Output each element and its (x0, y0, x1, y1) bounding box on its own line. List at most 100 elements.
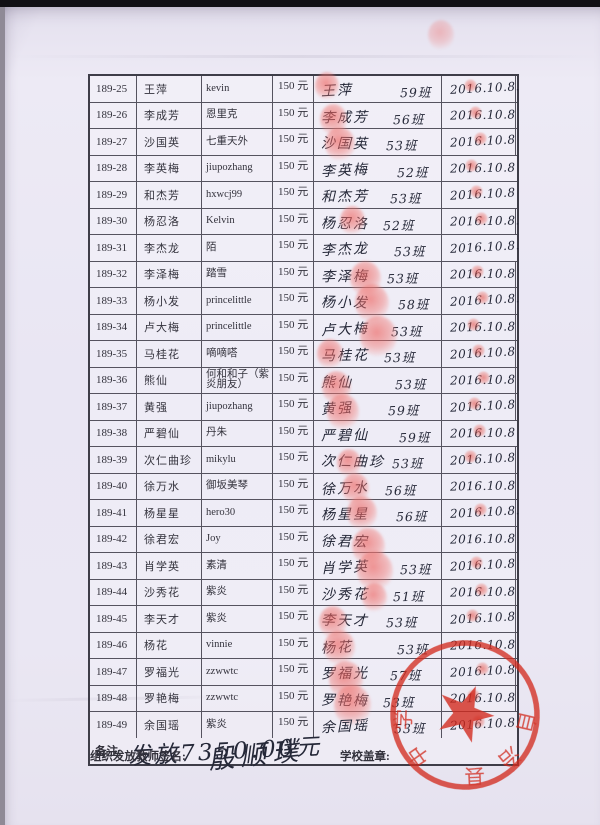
member-id-cell: 189-36 (90, 367, 137, 393)
table-row: 189-36 熊仙 何和和子（紫炎朋友） 150 元熊仙 53班 2016.10.8 (90, 367, 517, 404)
handwritten-date: 2016.10.8 (449, 318, 516, 335)
table-row: 189-42 徐君宏 Joy 150 元徐君宏 2016.10.8 (90, 526, 517, 565)
member-name-cell: 黄强 (137, 394, 202, 420)
remark-label: 备注: (95, 745, 122, 758)
handwritten-class: 53班 (385, 614, 418, 631)
date-cell: 2016.10.8 (442, 314, 516, 340)
handwritten-class: 59班 (399, 84, 432, 101)
signature-cell: 肖学英 53班 (314, 553, 442, 579)
member-name-cell: 李英梅 (137, 155, 202, 181)
handwritten-class: 56班 (384, 482, 417, 498)
seal-star-icon: ★ (423, 666, 507, 762)
handwritten-signature: 沙秀花 (320, 586, 370, 603)
handwritten-class: 52班 (382, 217, 415, 233)
handwritten-class: 53班 (394, 376, 427, 392)
handwritten-signature: 徐君宏 (320, 533, 370, 550)
handwritten-date: 2016.10.8 (449, 477, 516, 494)
handwritten-class: 59班 (398, 429, 431, 445)
table-row: 189-31 李杰龙陌 150 元李杰龙 53班 2016.10.8. (90, 235, 520, 262)
handwritten-date: 2016.10.8 (449, 185, 516, 203)
nickname-cell: 何和和子（紫炎朋友） (202, 367, 273, 393)
school-seal-label: 学校盖章: (340, 751, 390, 763)
paper (4, 7, 600, 825)
school-seal-stamp: 自治县 中学 ★ (383, 640, 554, 806)
handwritten-signature: 沙国英 (320, 135, 370, 153)
amount-cell: 150 元 (273, 447, 314, 473)
table-row: 189-37 黄强 jiupozhang 150 元黄强 59班 2016.10.8 (90, 394, 517, 430)
nickname-cell: jiupozhang (202, 394, 273, 420)
handwritten-signature: 杨星星 (320, 506, 370, 524)
handwritten-date: 2016.10.8 (449, 530, 516, 547)
scan-edge (0, 0, 600, 7)
nickname-cell: 七重天外 (202, 129, 273, 155)
handwritten-signature: 余国瑶 (320, 717, 370, 737)
member-name-cell: 徐万水 (137, 473, 202, 499)
amount-cell: 150 元 (273, 500, 314, 526)
amount-cell: 150 元 (273, 314, 314, 340)
signature-cell: 杨忍洛 52班 (314, 208, 442, 234)
member-id-cell: 189-32 (90, 261, 137, 287)
handwritten-date: 2016.10.8 (449, 583, 516, 600)
member-name-cell: 肖学英 (137, 553, 202, 579)
date-cell: 2016.10.8. (442, 76, 520, 102)
member-name-cell: 杨忍洛 (137, 208, 202, 234)
handwritten-date: 2016.10.8 (449, 556, 516, 574)
handwritten-signature: 熊仙 (320, 374, 354, 391)
signature-cell: 沙国英 53班 (314, 129, 442, 155)
member-id-cell: 189-29 (90, 182, 137, 208)
handwritten-class: 53班 (389, 190, 422, 207)
member-name-cell: 余国瑶 (137, 712, 202, 738)
member-name-cell: 杨星星 (137, 500, 202, 526)
handwritten-class: 56班 (395, 508, 428, 525)
handwritten-date: 2016.10.8 (449, 450, 516, 468)
nickname-cell: hero30 (202, 500, 273, 526)
handwritten-class: 53班 (391, 455, 424, 472)
amount-cell: 150 元 (273, 473, 314, 499)
date-cell: 2016.10.8 (442, 447, 516, 473)
handwritten-signature: 卢大梅 (320, 320, 370, 339)
nickname-cell: 陌 (202, 235, 273, 261)
table-row: 189-34 卢大梅 princelittle 150 元卢大梅 53班 2016.10.… (90, 314, 517, 357)
table-row: 189-39 次仁曲珍 mikylu 150 元次仁曲珍 53班 2016.10.8 (90, 447, 517, 477)
amount-cell: 150 元 (273, 129, 314, 155)
date-cell: 2016.10.8 (442, 341, 516, 367)
handwritten-class: 53班 (385, 137, 418, 154)
amount-cell: 150 元 (273, 288, 314, 314)
member-id-cell: 189-40 (90, 473, 137, 499)
amount-cell: 150 元 (273, 526, 314, 552)
handwritten-signature: 次仁曲珍 (320, 453, 386, 471)
handwritten-class: 53班 (399, 561, 432, 578)
amount-cell: 150 元 (273, 76, 314, 102)
table-row: 189-41 杨星星 hero30 150 元杨星星 56班 2016.10.8. (90, 496, 520, 530)
member-id-cell: 189-45 (90, 606, 137, 632)
signature-cell: 黄强 59班 (314, 394, 442, 420)
signature-cell: 卢大梅 53班 (314, 314, 442, 340)
nickname-cell: princelittle (202, 288, 273, 314)
amount-cell: 150 元 (273, 685, 314, 711)
signature-cell: 严碧仙 59班 (314, 420, 442, 446)
table-row: 189-25 王萍 kevin 150 元王萍 59班 2016.10.8. (90, 72, 520, 103)
table-row: 189-32 李泽梅 踏雪 150 元李泽梅 53班 2016.10.8 (90, 260, 517, 296)
nickname-cell: Kelvin (202, 208, 273, 234)
member-id-cell: 189-33 (90, 288, 137, 314)
nickname-cell: jiupozhang (202, 155, 273, 181)
date-cell: 2016.10.8 (442, 182, 516, 208)
table-row: 189-27 沙国英 七重天外 150 元沙国英 53班 2016.10.8 (90, 127, 517, 161)
member-name-cell: 杨小发 (137, 288, 202, 314)
nickname-cell: 紫炎 (202, 579, 273, 605)
handwritten-signature: 杨忍洛 (320, 215, 370, 232)
nickname-cell: princelittle (202, 314, 273, 340)
date-cell: 2016.10.8 (442, 553, 516, 579)
table-row: 189-33 杨小发 princelittle 150 元杨小发 58班 2016.10.… (90, 284, 520, 322)
member-name-cell: 徐君宏 (137, 526, 202, 552)
member-id-cell: 189-48 (90, 685, 137, 711)
handwritten-date: 2016.10.8. (449, 212, 521, 229)
handwritten-class: 56班 (392, 111, 425, 127)
date-cell: 2016.10.8 (442, 473, 516, 499)
nickname-cell: 御坂美琴 (202, 473, 273, 499)
amount-cell: 150 元 (273, 553, 314, 579)
member-name-cell: 李天才 (137, 606, 202, 632)
nickname-cell: Joy (202, 526, 273, 552)
date-cell: 2016.10.8 (442, 129, 516, 155)
signature-cell: 李成芳 56班 (314, 102, 442, 128)
